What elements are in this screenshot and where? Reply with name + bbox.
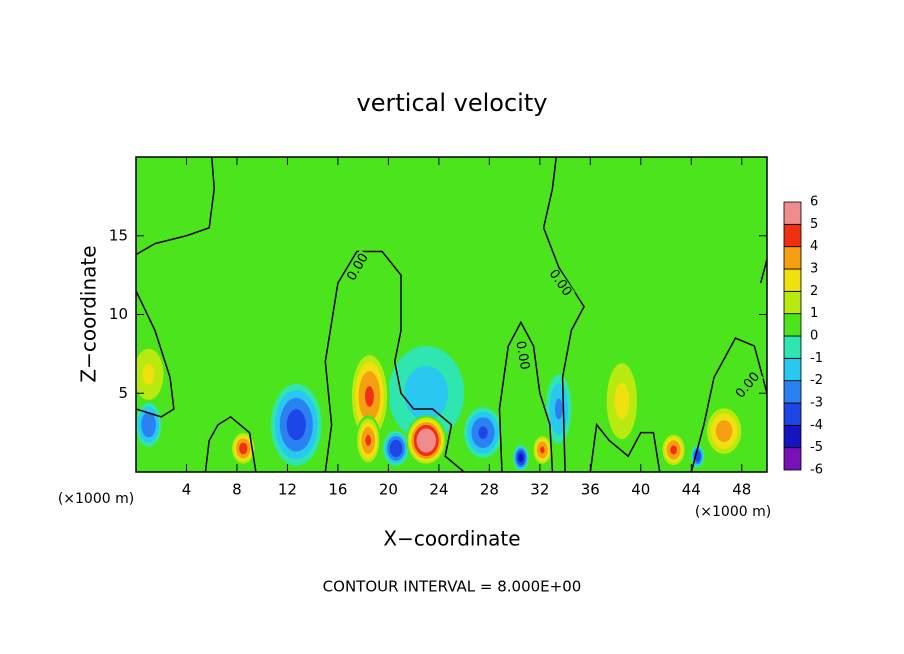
field-level: [286, 409, 306, 441]
contour-label: 0.00: [512, 340, 532, 371]
colorbar-swatch: [783, 380, 802, 404]
contour-line: [759, 259, 767, 284]
colorbar-tick-label: -5: [810, 440, 823, 455]
x-tick-label: 48: [732, 481, 751, 499]
contour-label-bg: [512, 338, 532, 373]
colorbar-tick-label: 2: [810, 284, 818, 299]
contour-line: [498, 320, 554, 472]
contour-label-bg: [732, 368, 764, 403]
y-tick-label: 15: [109, 226, 128, 244]
colorbar-swatch: [783, 402, 802, 426]
x-axis-label: X−coordinate: [383, 527, 520, 551]
x-tick-label: 12: [278, 481, 297, 499]
x-unit: (×1000 m): [695, 504, 771, 520]
field-level: [715, 420, 733, 442]
contour-line: [589, 422, 661, 472]
contour-line: [136, 157, 215, 256]
field-level: [239, 442, 248, 455]
colorbar-swatch: [783, 290, 802, 315]
colorbar-swatch: [783, 201, 802, 225]
contour-line: [136, 290, 175, 418]
colorbar-swatch: [783, 447, 802, 471]
field-level: [540, 446, 545, 454]
x-unit: (×1000 m): [58, 491, 134, 507]
colorbar-tick-label: -3: [810, 396, 823, 411]
x-tick-label: 36: [581, 481, 600, 499]
field-level: [478, 426, 488, 439]
colorbar-swatch: [783, 357, 802, 382]
colorbar-swatch: [783, 424, 802, 449]
field-level: [420, 433, 432, 448]
colorbar-tick-label: 3: [810, 262, 818, 277]
axes: 4 8 12 16 20 24 28 32 36 40 44 4851015-6-5-4-3-2-10…: [109, 156, 823, 499]
field-level: [365, 386, 374, 407]
x-tick-label: 24: [429, 481, 448, 499]
x-tick-label: 8: [232, 481, 242, 499]
x-tick-label: 28: [480, 481, 499, 499]
colorbar-swatch: [783, 246, 802, 270]
field-level: [141, 412, 156, 438]
chart-title: vertical velocity: [357, 89, 548, 117]
x-tick-label: 40: [631, 481, 650, 499]
contour-label-bg: [545, 265, 575, 301]
colorbar-tick-label: -1: [810, 351, 823, 366]
contour-line: [542, 157, 585, 472]
x-tick-label: 16: [328, 481, 347, 499]
field-level: [554, 398, 563, 420]
contour-line: [690, 337, 767, 472]
colorbar-tick-label: 1: [810, 306, 818, 321]
colorbar-swatch: [783, 223, 802, 248]
x-tick-label: 32: [530, 481, 549, 499]
field-level: [404, 365, 449, 421]
field-level: [614, 382, 630, 420]
colorbar-swatch: [783, 313, 802, 337]
colorbar-tick-label: -4: [810, 418, 823, 433]
x-tick-label: 20: [379, 481, 398, 499]
field-level: [389, 439, 403, 458]
y-axis-label: Z−coordinate: [77, 245, 101, 382]
contour-line: [324, 250, 465, 472]
colorbar-tick-label: -2: [810, 373, 823, 388]
colorbar-tick-label: 5: [810, 217, 818, 232]
contour-line: [204, 415, 257, 472]
field-level: [518, 453, 524, 463]
contour-label-bg: [344, 249, 373, 285]
x-tick-label: 4: [182, 481, 192, 499]
y-tick-label: 10: [109, 305, 128, 323]
y-tick-label: 5: [118, 384, 128, 402]
footnote: CONTOUR INTERVAL = 8.000E+00: [323, 578, 582, 596]
colorbar-tick-label: 0: [810, 329, 818, 344]
field-level: [142, 363, 155, 385]
field-level: [365, 435, 371, 446]
colorbar-tick-label: -6: [810, 463, 823, 478]
colorbar-tick-label: 6: [810, 195, 818, 210]
field-level: [670, 445, 677, 455]
plot-area: 0.00 0.000.000.00: [136, 157, 767, 472]
colorbar-swatch: [783, 268, 802, 292]
colorbar-tick-label: 4: [810, 239, 818, 254]
x-tick-label: 44: [682, 481, 701, 499]
colorbar-swatch: [783, 335, 802, 359]
